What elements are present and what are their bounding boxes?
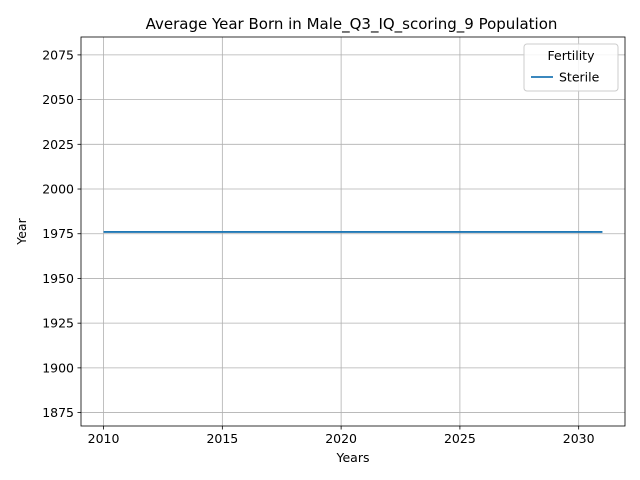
x-tick-label: 2015 — [206, 431, 238, 446]
x-axis-label: Years — [336, 450, 370, 465]
legend-entry-label: Sterile — [559, 70, 600, 85]
y-tick-label: 1875 — [42, 405, 74, 420]
y-tick-label: 1900 — [42, 360, 74, 375]
y-tick-label: 2025 — [42, 137, 74, 152]
y-tick-label: 1975 — [42, 226, 74, 241]
y-tick-label: 1925 — [42, 316, 74, 331]
x-tick-label: 2020 — [325, 431, 357, 446]
y-axis-ticks: 1875 1900 1925 1950 1975 2000 2025 2050 2075 — [42, 47, 81, 420]
x-axis-ticks: 2010 2015 2020 2025 2030 — [88, 426, 595, 446]
x-tick-label: 2030 — [563, 431, 595, 446]
legend-box — [523, 43, 619, 92]
x-tick-label: 2010 — [88, 431, 120, 446]
legend-title: Fertility — [548, 48, 596, 63]
x-tick-label: 2025 — [444, 431, 476, 446]
y-tick-label: 2075 — [42, 47, 74, 62]
y-tick-label: 2000 — [42, 182, 74, 197]
plot-frame — [80, 36, 626, 427]
chart-title: Average Year Born in Male_Q3_IQ_scoring_… — [146, 15, 558, 34]
y-tick-label: 2050 — [42, 92, 74, 107]
legend: Fertility Sterile — [523, 43, 619, 92]
y-axis-label: Year — [14, 217, 29, 245]
y-tick-label: 1950 — [42, 271, 74, 286]
